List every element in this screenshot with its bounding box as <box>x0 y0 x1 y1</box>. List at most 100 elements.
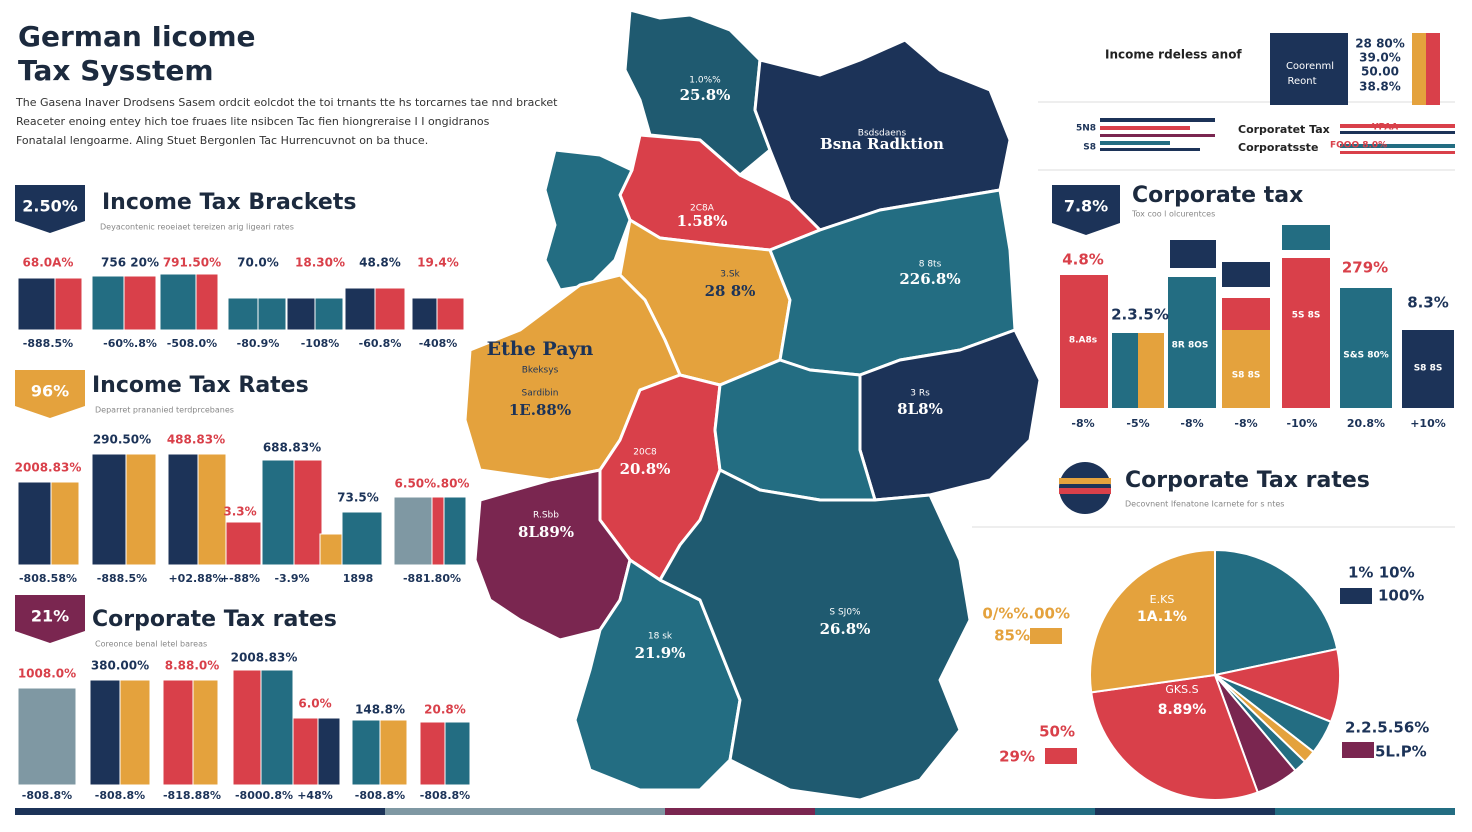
bar <box>1340 288 1392 408</box>
bar-bottom-label: +48% <box>297 789 333 802</box>
bar <box>162 679 194 786</box>
bar-bottom-label: -881.80% <box>403 572 461 585</box>
bar <box>91 453 127 566</box>
badge <box>1052 185 1120 235</box>
legend-swatch <box>1045 748 1077 764</box>
region-label: 1E.88% <box>509 401 571 419</box>
bar-top-label: 48.8% <box>359 256 401 270</box>
bar <box>227 297 259 331</box>
pie-legend-label: 85% <box>994 627 1030 645</box>
legend-swatch <box>1412 33 1426 105</box>
bar <box>443 496 467 566</box>
bar-bottom-label: -8% <box>1234 417 1257 430</box>
bar <box>192 679 219 786</box>
bar <box>436 297 465 331</box>
bar <box>1282 258 1330 408</box>
badge <box>15 185 85 233</box>
bar-inner-label: S&S 80% <box>1343 351 1389 361</box>
bar <box>1222 262 1270 287</box>
bar <box>351 719 381 786</box>
panel-subtitle: Coreonce benal letel bareas <box>95 640 207 649</box>
panel-subtitle: Tox coo l olcurentces <box>1131 210 1215 219</box>
bar-bottom-label: -888.5% <box>23 337 73 350</box>
bar-top-label: 380.00% <box>91 659 149 673</box>
badge <box>15 370 85 418</box>
region-label: 3 Rs <box>910 389 930 399</box>
bar <box>123 275 157 331</box>
bar-bottom-label: -8000.8% <box>235 789 293 802</box>
bar-top-label: 4.8% <box>1062 251 1104 269</box>
bar <box>125 453 157 566</box>
bar <box>1402 330 1454 408</box>
bar <box>1112 333 1138 408</box>
region-label: 21.9% <box>635 644 686 662</box>
bar <box>379 719 408 786</box>
pie-icon <box>1059 478 1111 484</box>
panel-subtitle: Deyacontenic reoeiaet tereizen arig lige… <box>100 223 294 232</box>
legend-row-value: FOOO 8.0% <box>1330 141 1387 151</box>
bar-bottom-label: 1898 <box>343 572 374 585</box>
region-label: 2C8A <box>690 204 715 214</box>
bar-top-label: 20.8% <box>424 703 466 717</box>
bar <box>319 533 343 566</box>
bar-bottom-label: -818.88% <box>163 789 221 802</box>
legend-box-text: Coorenml <box>1286 61 1334 72</box>
pie-legend-label: 29% <box>999 748 1035 766</box>
panel-title: Income Tax Rates <box>92 373 309 398</box>
region-label: S SJ0% <box>829 608 861 618</box>
legend-small: S8 <box>1083 143 1096 153</box>
bar <box>225 521 262 566</box>
bar-bottom-label: +02.88% <box>168 572 223 585</box>
region-label: Bsdsdaens <box>858 129 907 139</box>
bar-bottom-label: -8% <box>1180 417 1203 430</box>
bar-top-label: 2008.83% <box>231 651 298 665</box>
region-label: 28 8% <box>705 282 756 300</box>
description: Fonatalal lengoarme. Aling Stuet Bergonl… <box>16 134 428 147</box>
bar-top-label: 2008.83% <box>15 461 82 475</box>
bar <box>1060 275 1108 408</box>
slice-label: E.KS <box>1150 593 1175 606</box>
bar-bottom-label: -10% <box>1287 417 1318 430</box>
region-label: 3.Sk <box>720 270 740 280</box>
bar-bottom-label: -808.8% <box>22 789 72 802</box>
bar <box>431 496 445 566</box>
pie-slice <box>1214 548 1339 677</box>
panel-title: Corporate tax <box>1132 183 1303 208</box>
bar-top-label: 290.50% <box>93 433 151 447</box>
panel-subtitle: Decovnent Ifenatone Icarnete for s ntes <box>1125 500 1284 509</box>
bar <box>232 669 262 786</box>
bar-top-label: 791.50% <box>163 256 221 270</box>
legend-box-text: Reont <box>1287 76 1316 87</box>
bar <box>393 496 433 566</box>
bar <box>54 277 83 331</box>
pie-legend-label: 2.2.5.56% <box>1345 719 1429 737</box>
bar <box>317 717 341 786</box>
pie-slice <box>1089 548 1216 694</box>
bar-top-label: 2.3.5% <box>1111 306 1169 324</box>
bar-top-label: 8.88.0% <box>165 659 220 673</box>
bar <box>257 297 287 331</box>
bar <box>286 297 316 331</box>
bar-bottom-label: -508.0% <box>167 337 217 350</box>
bar <box>195 273 219 331</box>
bar-top-label: 6.0% <box>298 697 331 711</box>
region-label: 8L89% <box>518 523 574 541</box>
bar-bottom-label: -8% <box>1071 417 1094 430</box>
bar <box>341 511 383 566</box>
panel-subtitle: Deparret prananied terdprcebanes <box>95 406 234 415</box>
bar-top-label: 19.4% <box>417 256 459 270</box>
badge <box>15 595 85 643</box>
bar <box>314 297 344 331</box>
bar <box>91 275 125 331</box>
region-label: Ethe Payn <box>487 338 594 360</box>
bar <box>344 287 376 331</box>
bar-bottom-label: -60%.8% <box>103 337 157 350</box>
bar-bottom-label: -808.58% <box>19 572 77 585</box>
bar-bottom-label: -60.8% <box>359 337 402 350</box>
pie-legend-label: 100% <box>1378 587 1424 605</box>
bar-top-label: 3.3% <box>223 505 256 519</box>
footer-stripe <box>1275 808 1455 815</box>
legend-value: 39.0% <box>1359 51 1401 65</box>
bar-top-label: 1008.0% <box>18 667 76 681</box>
